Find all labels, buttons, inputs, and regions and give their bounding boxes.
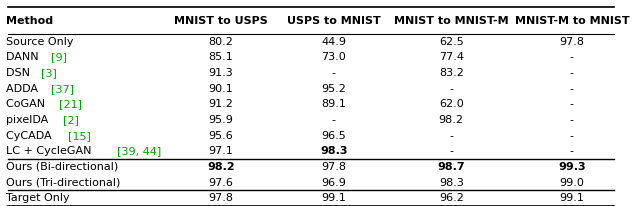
Text: 97.6: 97.6 xyxy=(209,178,234,187)
Text: MNIST to USPS: MNIST to USPS xyxy=(174,16,268,26)
Text: -: - xyxy=(570,115,574,125)
Text: 96.2: 96.2 xyxy=(439,193,463,203)
Text: 85.1: 85.1 xyxy=(209,52,233,62)
Text: Source Only: Source Only xyxy=(6,37,74,47)
Text: -: - xyxy=(332,68,336,78)
Text: LC + CycleGAN: LC + CycleGAN xyxy=(6,146,95,156)
Text: 62.0: 62.0 xyxy=(439,99,463,109)
Text: 91.3: 91.3 xyxy=(209,68,233,78)
Text: -: - xyxy=(449,146,453,156)
Text: 98.2: 98.2 xyxy=(439,115,464,125)
Text: 97.1: 97.1 xyxy=(209,146,234,156)
Text: 99.1: 99.1 xyxy=(559,193,584,203)
Text: Ours (Tri-directional): Ours (Tri-directional) xyxy=(6,178,121,187)
Text: [9]: [9] xyxy=(51,52,67,62)
Text: 95.6: 95.6 xyxy=(209,131,233,141)
Text: -: - xyxy=(570,99,574,109)
Text: 80.2: 80.2 xyxy=(209,37,234,47)
Text: DANN: DANN xyxy=(6,52,42,62)
Text: Target Only: Target Only xyxy=(6,193,70,203)
Text: 97.8: 97.8 xyxy=(321,162,346,172)
Text: -: - xyxy=(449,84,453,94)
Text: 96.9: 96.9 xyxy=(321,178,346,187)
Text: [39, 44]: [39, 44] xyxy=(117,146,161,156)
Text: MNIST to MNIST-M: MNIST to MNIST-M xyxy=(394,16,509,26)
Text: 95.2: 95.2 xyxy=(321,84,346,94)
Text: 96.5: 96.5 xyxy=(321,131,346,141)
Text: 77.4: 77.4 xyxy=(439,52,464,62)
Text: 89.1: 89.1 xyxy=(321,99,346,109)
Text: [37]: [37] xyxy=(51,84,74,94)
Text: -: - xyxy=(570,131,574,141)
Text: 83.2: 83.2 xyxy=(439,68,463,78)
Text: 99.3: 99.3 xyxy=(558,162,586,172)
Text: DSN: DSN xyxy=(6,68,34,78)
Text: Method: Method xyxy=(6,16,54,26)
Text: -: - xyxy=(570,146,574,156)
Text: 98.3: 98.3 xyxy=(439,178,463,187)
Text: 99.0: 99.0 xyxy=(559,178,584,187)
Text: 90.1: 90.1 xyxy=(209,84,233,94)
Text: pixelDA: pixelDA xyxy=(6,115,52,125)
Text: 91.2: 91.2 xyxy=(209,99,234,109)
Text: 62.5: 62.5 xyxy=(439,37,463,47)
Text: -: - xyxy=(570,52,574,62)
Text: -: - xyxy=(570,68,574,78)
Text: 95.9: 95.9 xyxy=(209,115,234,125)
Text: [3]: [3] xyxy=(40,68,56,78)
Text: [2]: [2] xyxy=(63,115,79,125)
Text: -: - xyxy=(570,84,574,94)
Text: -: - xyxy=(449,131,453,141)
Text: 98.2: 98.2 xyxy=(207,162,235,172)
Text: 73.0: 73.0 xyxy=(321,52,346,62)
Text: 97.8: 97.8 xyxy=(209,193,234,203)
Text: Ours (Bi-directional): Ours (Bi-directional) xyxy=(6,162,118,172)
Text: 98.7: 98.7 xyxy=(437,162,465,172)
Text: -: - xyxy=(332,115,336,125)
Text: 99.1: 99.1 xyxy=(321,193,346,203)
Text: [21]: [21] xyxy=(60,99,83,109)
Text: [15]: [15] xyxy=(68,131,90,141)
Text: CyCADA: CyCADA xyxy=(6,131,56,141)
Text: 98.3: 98.3 xyxy=(320,146,348,156)
Text: 44.9: 44.9 xyxy=(321,37,346,47)
Text: ADDA: ADDA xyxy=(6,84,42,94)
Text: CoGAN: CoGAN xyxy=(6,99,49,109)
Text: USPS to MNIST: USPS to MNIST xyxy=(287,16,381,26)
Text: MNIST-M to MNIST: MNIST-M to MNIST xyxy=(515,16,629,26)
Text: 97.8: 97.8 xyxy=(559,37,584,47)
